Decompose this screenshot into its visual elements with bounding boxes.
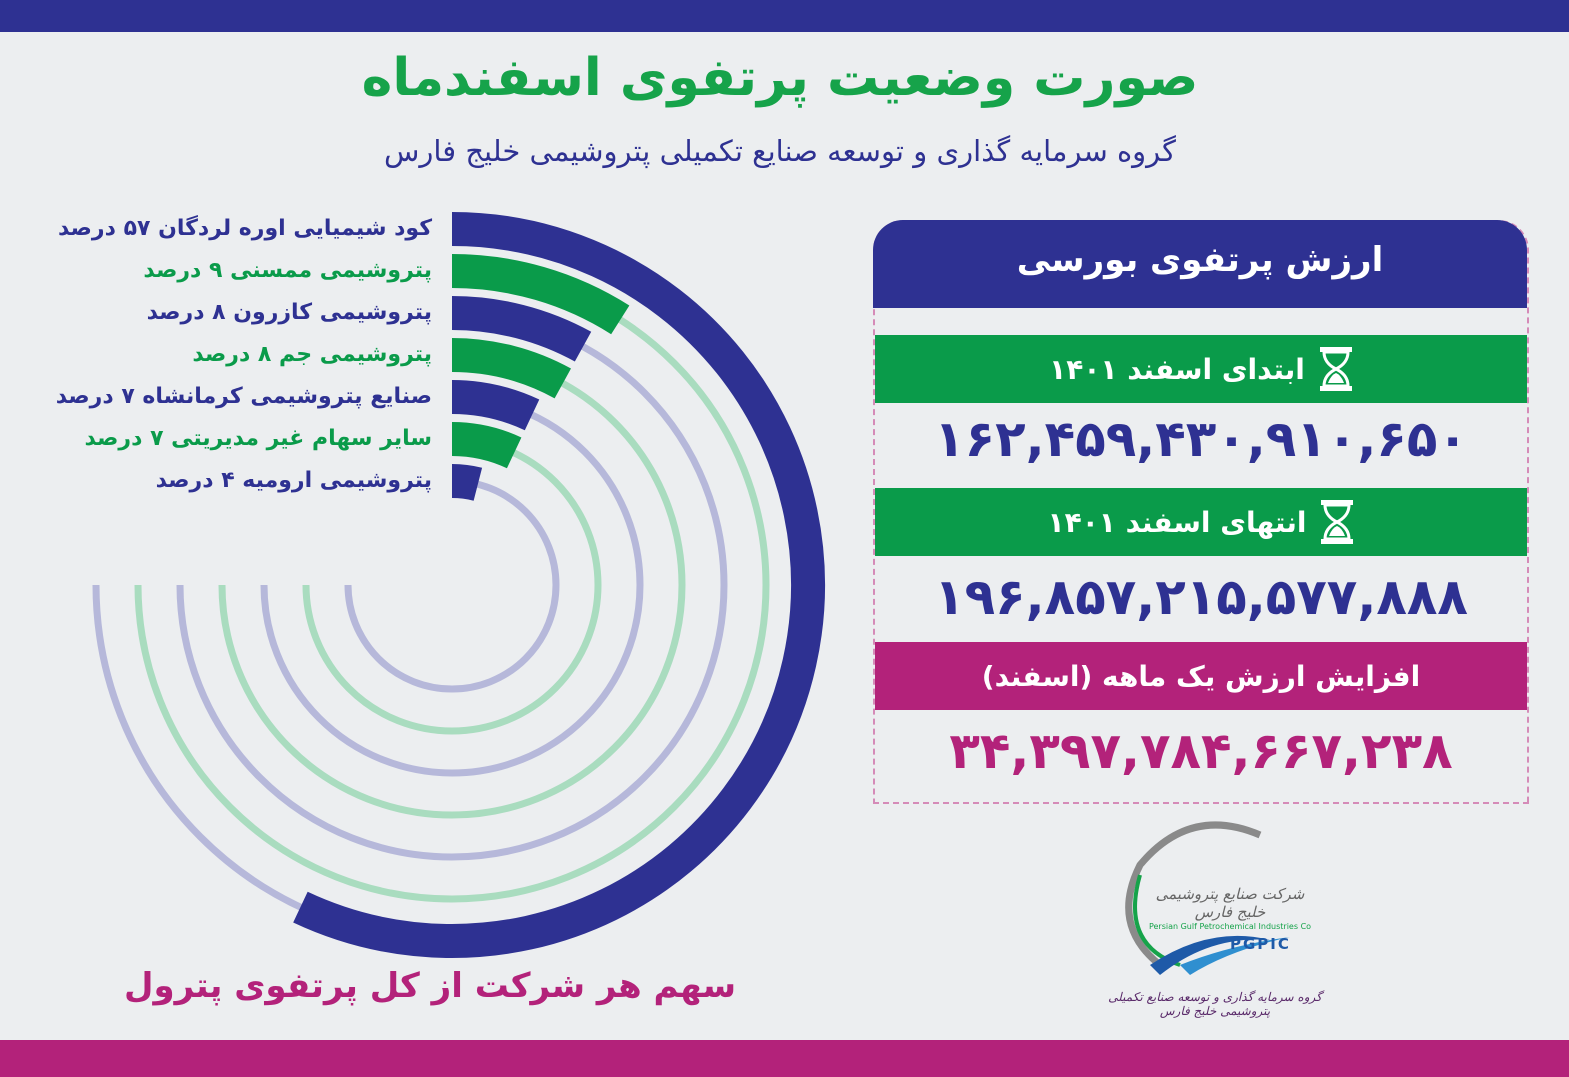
end-label: انتهای اسفند ۱۴۰۱: [1047, 505, 1307, 539]
track-ring: [260, 393, 644, 777]
bar-6: [451, 464, 483, 501]
panel-title: ارزش پرتفوی بورسی: [873, 220, 1527, 308]
end-band: انتهای اسفند ۱۴۰۱: [875, 488, 1527, 556]
bar-label: سایر سهام غیر مدیریتی ۷ درصد: [84, 426, 432, 451]
page-title: صورت وضعیت پرتفوی اسفندماه: [361, 48, 1199, 108]
hourglass-icon: [1319, 347, 1352, 391]
bar-3: [451, 338, 571, 399]
top-bar: [0, 0, 1569, 32]
start-label: ابتدای اسفند ۱۴۰۱: [1049, 352, 1305, 386]
increase-band: افزایش ارزش یک ماهه (اسفند): [875, 642, 1527, 710]
bar-2: [451, 296, 592, 362]
track-ring: [218, 351, 686, 819]
logo-tagline: گروه سرمایه گذاری و توسعه صنایع تکمیلی پ…: [1108, 990, 1322, 1018]
start-band: ابتدای اسفند ۱۴۰۱: [875, 335, 1527, 403]
page-subtitle: گروه سرمایه گذاری و توسعه صنایع تکمیلی پ…: [384, 134, 1176, 168]
bar-1: [451, 254, 630, 335]
bar-4: [451, 380, 540, 431]
bottom-bar: [0, 1040, 1569, 1077]
radial-bar-chart: [92, 212, 825, 958]
track-ring: [302, 435, 602, 735]
logo-abbr: PGPIC: [1230, 935, 1291, 953]
bar-label: پتروشیمی ارومیه ۴ درصد: [155, 468, 432, 493]
track-ring: [134, 267, 770, 903]
bar-label: کود شیمیایی اوره لردگان ۵۷ درصد: [57, 216, 432, 241]
bar-label: پتروشیمی جم ۸ درصد: [192, 342, 432, 367]
logo-name-fa: شرکت صنایع پتروشیمی خلیج فارس: [1155, 885, 1305, 921]
bar-5: [451, 422, 522, 469]
track-ring: [344, 477, 560, 693]
logo-name-en: Persian Gulf Petrochemical Industries Co: [1148, 922, 1312, 931]
end-value: ۱۹۶,۸۵۷,۲۱۵,۵۷۷,۸۸۸: [934, 568, 1468, 626]
increase-value: ۳۴,۳۹۷,۷۸۴,۶۶۷,۲۳۸: [949, 722, 1453, 780]
bar-label: پتروشیمی کازرون ۸ درصد: [146, 300, 432, 325]
start-value: ۱۶۲,۴۵۹,۴۳۰,۹۱۰,۶۵۰: [934, 410, 1468, 468]
chart-title: سهم هر شرکت از کل پرتفوی پترول: [123, 966, 737, 1006]
hourglass-icon: [1321, 500, 1354, 544]
bar-label: پتروشیمی ممسنی ۹ درصد: [143, 258, 432, 283]
bar-label: صنایع پتروشیمی کرمانشاه ۷ درصد: [55, 384, 432, 409]
pgpic-logo: شرکت صنایع پتروشیمی خلیج فارس Persian Gu…: [1100, 815, 1330, 1025]
bar-0: [293, 212, 825, 958]
increase-label: افزایش ارزش یک ماهه (اسفند): [981, 659, 1421, 693]
track-ring: [176, 309, 728, 861]
